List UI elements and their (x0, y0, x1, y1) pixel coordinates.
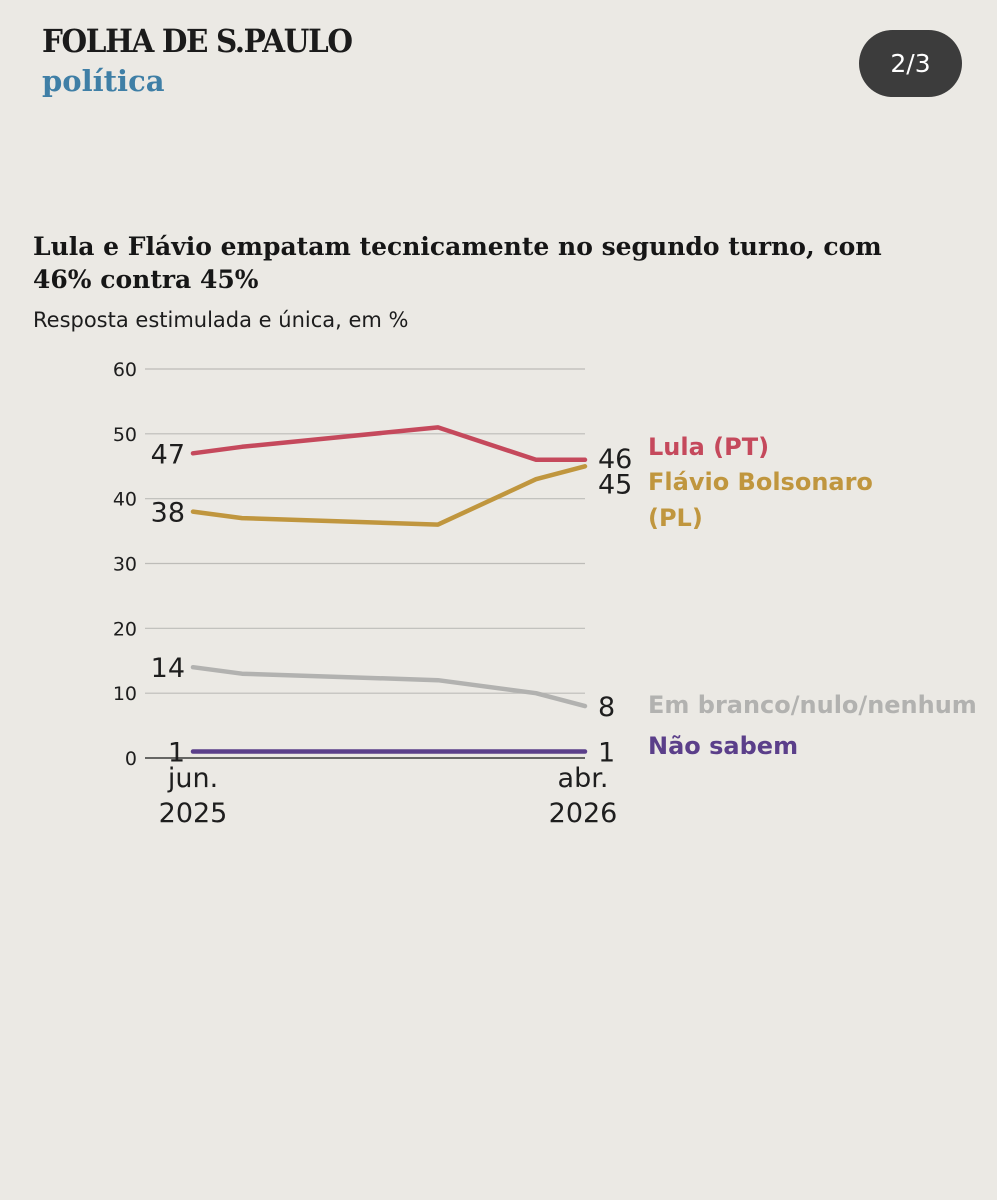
y-tick-label: 40 (113, 489, 137, 511)
y-tick-label: 10 (113, 683, 137, 705)
series-line (190, 425, 588, 463)
end-value-label: 8 (598, 692, 615, 723)
section-label[interactable]: política (42, 64, 165, 98)
chart-subtitle: Resposta estimulada e única, em % (33, 308, 409, 332)
start-value-label: 47 (151, 439, 185, 470)
y-tick-label: 50 (113, 424, 137, 446)
brand-logo: FOLHA DE S.PAULO (42, 22, 353, 60)
start-value-label: 1 (168, 738, 185, 769)
chart-title: Lula e Flávio empatam tecnicamente no se… (33, 232, 882, 294)
y-tick-label: 0 (125, 748, 137, 770)
start-value-label: 14 (151, 653, 185, 684)
legend-label: (PL) (648, 504, 703, 532)
y-tick-label: 60 (113, 359, 137, 381)
series-line (190, 664, 588, 709)
x-tick-label-month: jun. (167, 763, 218, 794)
page-indicator[interactable]: 2/3 (859, 30, 962, 97)
legend-label: Não sabem (648, 732, 798, 760)
end-value-label: 1 (598, 738, 615, 769)
series-line (190, 464, 588, 527)
start-value-label: 38 (151, 498, 185, 529)
legend-label: Flávio Bolsonaro (648, 468, 873, 496)
x-tick-label-year: 2025 (159, 798, 228, 829)
x-tick-label-month: abr. (558, 763, 609, 794)
y-tick-label: 30 (113, 554, 137, 576)
legend-label: Em branco/nulo/nenhum (648, 691, 977, 719)
legend-label: Lula (PT) (648, 433, 769, 461)
end-value-label: 46 (598, 444, 632, 475)
y-tick-label: 20 (113, 618, 137, 640)
x-tick-label-year: 2026 (549, 798, 618, 829)
end-value-label: 45 (598, 469, 632, 500)
